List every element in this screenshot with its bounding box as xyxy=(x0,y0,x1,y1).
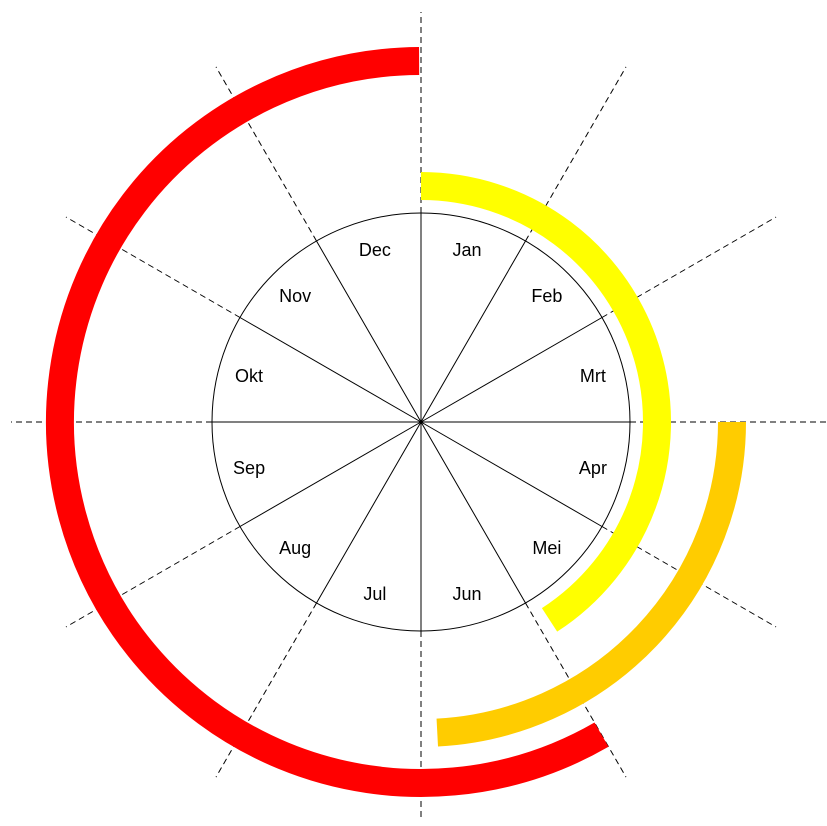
spoke-line-5 xyxy=(420,421,526,604)
red-arc xyxy=(46,47,609,797)
guide-line-11 xyxy=(215,66,317,242)
guide-line-7 xyxy=(215,602,317,778)
month-label-mei: Mei xyxy=(532,538,561,558)
spoke-line-11 xyxy=(316,240,422,423)
spoke-line-4 xyxy=(420,421,603,527)
month-label-aug: Aug xyxy=(279,538,311,558)
month-label-mrt: Mrt xyxy=(580,366,606,386)
month-label-dec: Dec xyxy=(359,240,391,260)
spoke-line-1 xyxy=(420,240,526,423)
guide-line-8 xyxy=(65,526,241,628)
month-label-feb: Feb xyxy=(531,286,562,306)
month-label-jul: Jul xyxy=(363,584,386,604)
yellow-arc xyxy=(420,172,671,632)
month-label-nov: Nov xyxy=(279,286,311,306)
spoke-line-2 xyxy=(420,317,603,423)
spoke-line-7 xyxy=(316,421,422,604)
spoke-line-10 xyxy=(239,317,422,423)
month-label-jan: Jan xyxy=(453,240,482,260)
orange-arc xyxy=(436,421,746,747)
spoke-line-8 xyxy=(239,421,422,527)
month-label-jun: Jun xyxy=(453,584,482,604)
guide-line-10 xyxy=(65,216,241,318)
month-label-sep: Sep xyxy=(233,458,265,478)
month-label-okt: Okt xyxy=(235,366,263,386)
month-label-apr: Apr xyxy=(579,458,607,478)
